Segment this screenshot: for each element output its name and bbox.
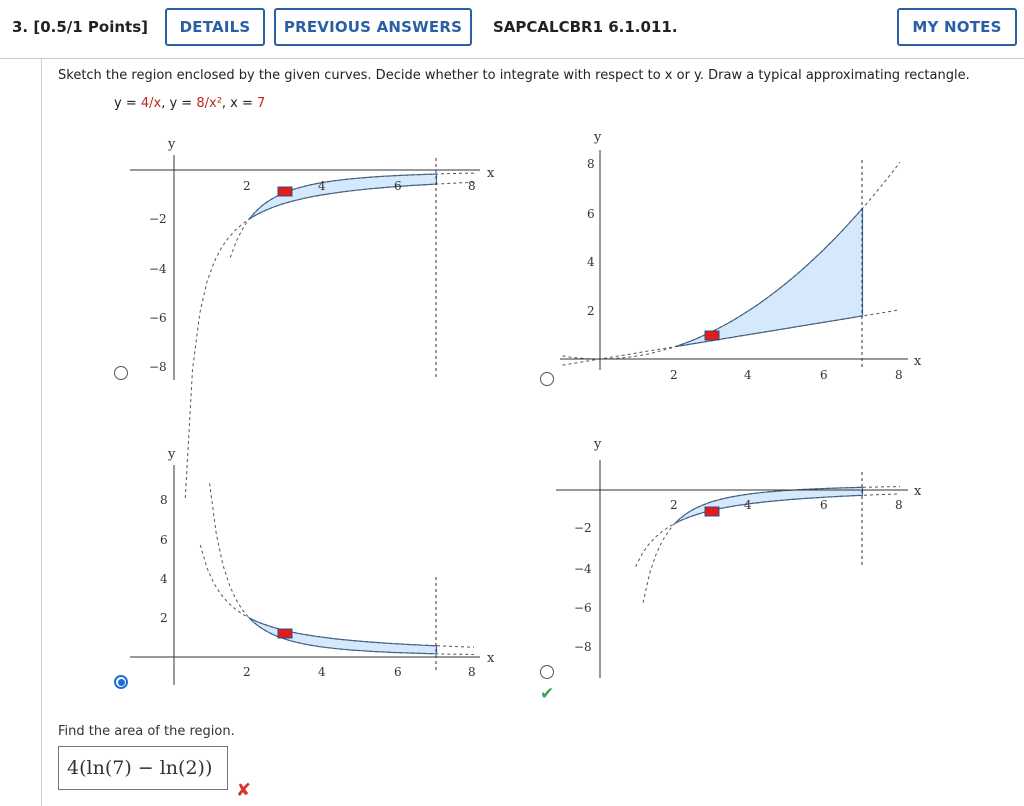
graph-c-approx-rectangle [277,628,293,639]
graph-b-dashed-curve-2 [562,309,901,366]
graph-c-x-label: x [487,651,495,666]
graph-a-ytick-neg8: −8 [149,360,167,374]
graph-b-approx-rectangle [704,330,720,341]
graph-a-xtick-4: 4 [318,179,326,193]
graph-d-xtick-6: 6 [820,498,828,512]
graph-d-ytick-neg6: −6 [574,601,592,615]
graph-a-ytick-neg4: −4 [149,262,167,276]
graph-d-xtick-2: 2 [670,498,678,512]
graph-d-ytick-neg8: −8 [574,640,592,654]
graph-b-xtick-4: 4 [744,368,752,382]
graph-b-dashed-curve-1 [562,161,901,360]
graph-b-ytick-2: 2 [587,304,595,318]
graph-c-xtick-6: 6 [394,665,402,679]
graph-c-dashed-curve-2 [209,483,475,655]
graph-d-xtick-4: 4 [744,498,752,512]
graph-b-ytick-6: 6 [587,207,595,221]
correct-check-icon: ✔ [540,684,555,704]
graph-a-x-label: x [487,166,495,181]
graph-c-ytick-8: 8 [160,493,168,507]
graph-d-dashed-curve-2 [642,486,901,603]
graph-a-dashed-curve-2 [229,172,475,258]
graph-d-ytick-neg2: −2 [574,521,592,535]
question-prompt: Sketch the region enclosed by the given … [58,68,970,83]
graph-c-xtick-2: 2 [243,665,251,679]
option-d-radio[interactable] [540,665,554,679]
left-divider [41,58,42,806]
graph-d-approx-rectangle [704,506,720,517]
my-notes-button[interactable]: MY NOTES [897,8,1017,46]
graph-a-y-label: y [167,137,176,152]
graph-c-ytick-4: 4 [160,572,168,586]
graph-c-dashed-curve-1 [199,544,475,648]
details-button[interactable]: DETAILS [165,8,265,46]
question-id: SAPCALCBR1 6.1.011. [493,18,678,36]
graph-d-ytick-neg4: −4 [574,562,592,576]
graph-c-ytick-2: 2 [160,611,168,625]
equations: y = 4/x, y = 8/x², x = 7 [114,96,266,111]
graph-d-x-label: x [914,484,922,499]
graph-b-xtick-6: 6 [820,368,828,382]
graph-b-xtick-8: 8 [895,368,903,382]
graph-d-xtick-8: 8 [895,498,903,512]
question-points: 3. [0.5/1 Points] [12,18,148,36]
previous-answers-button[interactable]: PREVIOUS ANSWERS [274,8,472,46]
graph-b-ytick-4: 4 [587,255,595,269]
graph-d-y-label: y [593,437,602,452]
graph-a-xtick-6: 6 [394,179,402,193]
area-answer-field[interactable]: 4(ln(7) − ln(2)) [58,746,228,790]
area-answer-value: 4(ln(7) − ln(2)) [67,757,213,779]
graph-c-ytick-6: 6 [160,533,168,547]
graph-b-xtick-2: 2 [670,368,678,382]
graph-c-y-label: y [167,447,176,462]
graph-b-region [674,206,864,348]
graph-a-ytick-neg2: −2 [149,212,167,226]
graph-a-dashed-curve-1 [184,181,475,499]
graph-a-xtick-8: 8 [468,179,476,193]
graph-b[interactable]: y x 2 4 6 8 8 6 4 2 [560,130,922,382]
graph-c-xtick-8: 8 [468,665,476,679]
option-a-radio[interactable] [114,366,128,380]
graph-b-y-label: y [593,130,602,145]
graph-a[interactable]: y x 2 4 6 8 −2 −4 −6 −8 [130,137,495,499]
graph-c-xtick-4: 4 [318,665,326,679]
graph-c[interactable]: y x 2 4 6 8 8 6 4 2 [130,447,495,685]
incorrect-x-icon: ✘ [236,780,252,801]
option-b-radio[interactable] [540,372,554,386]
graph-a-approx-rectangle [277,186,293,197]
graph-d[interactable]: y x 2 4 6 8 −2 −4 −6 −8 [556,437,922,678]
graph-b-x-label: x [914,354,922,369]
option-c-radio[interactable] [114,675,128,689]
graph-a-ytick-neg6: −6 [149,311,167,325]
graph-a-xtick-2: 2 [243,179,251,193]
find-area-label: Find the area of the region. [58,724,235,739]
graph-b-ytick-8: 8 [587,157,595,171]
